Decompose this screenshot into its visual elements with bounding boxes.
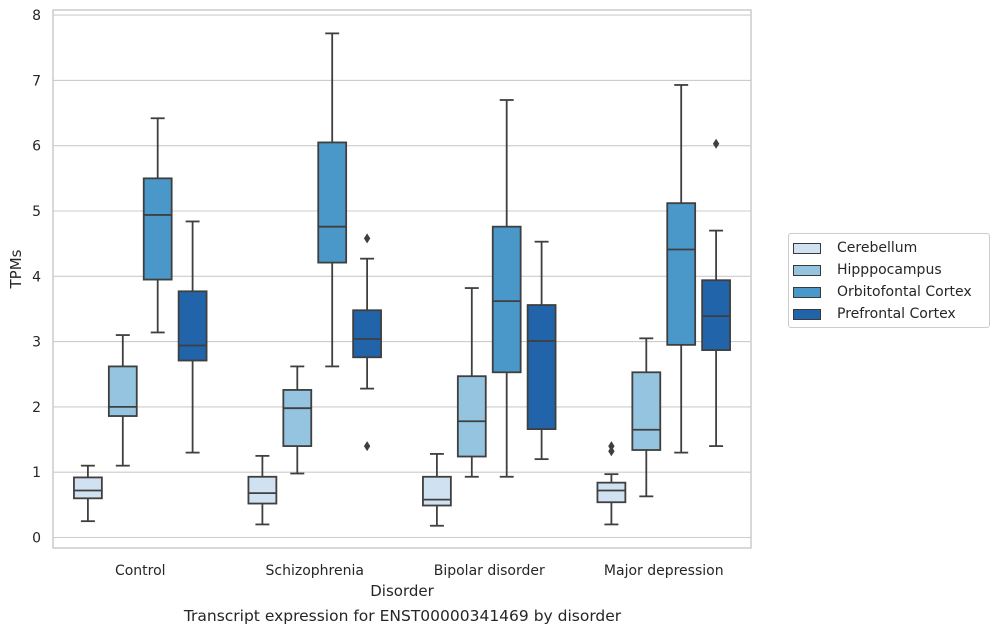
outlier-point bbox=[608, 446, 615, 457]
legend-label: Prefrontal Cortex bbox=[837, 306, 956, 322]
legend-swatch bbox=[793, 264, 821, 276]
category-group bbox=[73, 117, 208, 523]
y-tick-label: 6 bbox=[32, 139, 41, 155]
y-tick-label: 8 bbox=[32, 8, 41, 24]
box-iqr bbox=[701, 279, 731, 351]
y-tick-label: 5 bbox=[32, 204, 41, 220]
legend-swatch bbox=[793, 286, 821, 298]
box-iqr bbox=[666, 202, 697, 346]
outlier-point bbox=[608, 441, 615, 452]
category-group bbox=[596, 84, 731, 526]
y-tick-label: 0 bbox=[32, 531, 41, 547]
x-tick-label: Schizophrenia bbox=[266, 563, 364, 579]
box-iqr bbox=[491, 225, 522, 374]
outlier-point bbox=[363, 441, 371, 452]
legend-label: Hipppocampus bbox=[837, 262, 942, 278]
box-iqr bbox=[282, 389, 313, 447]
legend-swatch bbox=[793, 242, 821, 254]
plot-frame bbox=[52, 9, 752, 549]
legend: Cerebellum Hipppocampus Orbitofontal Corte… bbox=[788, 233, 990, 328]
box-iqr bbox=[73, 476, 103, 500]
outlier-point bbox=[712, 138, 720, 149]
box-iqr bbox=[142, 177, 173, 281]
outlier-point bbox=[363, 233, 371, 244]
box-iqr bbox=[456, 375, 487, 458]
y-tick-label: 4 bbox=[32, 269, 41, 285]
y-tick-label: 7 bbox=[32, 73, 41, 89]
legend-item: Prefrontal Cortex bbox=[793, 303, 989, 325]
box-iqr bbox=[317, 141, 348, 264]
box-iqr bbox=[247, 475, 278, 505]
y-axis-label: TPMs bbox=[7, 249, 25, 289]
box-iqr bbox=[107, 365, 138, 417]
category-group bbox=[247, 32, 382, 526]
legend-label: Cerebellum bbox=[837, 240, 918, 256]
figure-caption: Transcript expression for ENST0000034146… bbox=[183, 607, 622, 625]
x-tick-label: Bipolar disorder bbox=[434, 563, 545, 579]
box-iqr bbox=[596, 481, 627, 504]
x-axis-label: Disorder bbox=[370, 582, 434, 600]
x-tick-label: Control bbox=[115, 563, 166, 579]
category-group bbox=[422, 99, 557, 527]
legend-item: Hipppocampus bbox=[793, 259, 989, 281]
box-iqr bbox=[177, 290, 208, 362]
box-iqr bbox=[631, 371, 662, 451]
box-iqr bbox=[422, 475, 452, 507]
box-iqr bbox=[352, 309, 382, 359]
legend-item: Orbitofontal Cortex bbox=[793, 281, 989, 303]
legend-label: Orbitofontal Cortex bbox=[837, 284, 972, 300]
legend-item: Cerebellum bbox=[793, 237, 989, 259]
box-iqr bbox=[526, 304, 557, 431]
legend-swatch bbox=[793, 308, 821, 320]
y-tick-label: 1 bbox=[32, 465, 41, 481]
y-tick-label: 3 bbox=[32, 335, 41, 351]
x-tick-label: Major depression bbox=[604, 563, 724, 579]
y-tick-label: 2 bbox=[32, 400, 41, 416]
